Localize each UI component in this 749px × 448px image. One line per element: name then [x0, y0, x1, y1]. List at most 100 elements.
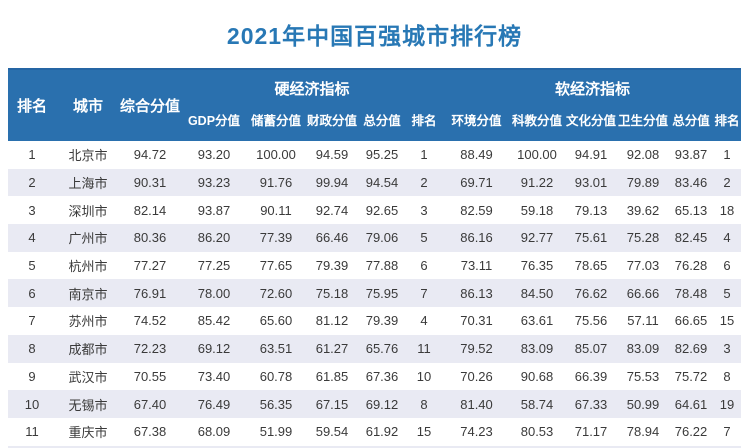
- table-cell: 75.72: [669, 362, 714, 391]
- table-cell: 68.09: [180, 417, 248, 446]
- table-cell: 2: [8, 168, 56, 197]
- table-cell: 2: [404, 168, 445, 197]
- table-cell: 7: [8, 307, 56, 335]
- table-cell: 90.68: [509, 362, 566, 391]
- table-cell: 6: [713, 251, 742, 280]
- table-cell: 93.23: [180, 168, 248, 197]
- table-cell: 67.38: [120, 417, 180, 446]
- table-cell: 75.56: [565, 307, 618, 335]
- table-cell: 11: [404, 334, 445, 363]
- table-cell: 66.39: [565, 362, 618, 391]
- table-cell: 76.28: [669, 251, 714, 280]
- table-cell: 92.08: [617, 141, 670, 169]
- table-row: 5 杭州市 77.27 77.25 77.65 79.39 77.88 6 73.11 76.35…: [8, 251, 742, 280]
- table-cell: 8: [8, 334, 56, 363]
- table-cell: 69.12: [180, 334, 248, 363]
- table-cell: 79.06: [360, 224, 404, 252]
- table-cell: 81.40: [444, 390, 510, 418]
- table-body: 1 北京市 94.72 93.20 100.00 94.59 95.25 1 88.49 100.…: [8, 141, 742, 448]
- table-cell: 64.61: [669, 390, 714, 418]
- table-cell: 重庆市: [56, 417, 120, 446]
- table-cell: 75.18: [304, 279, 360, 308]
- table-cell: 50.99: [617, 390, 670, 418]
- table-cell: 58.74: [509, 390, 566, 418]
- table-cell: 85.07: [565, 334, 618, 363]
- table-cell: 6: [8, 279, 56, 308]
- table-cell: 91.22: [509, 168, 566, 197]
- table-cell: 19: [713, 390, 742, 418]
- col-header-soft-total-score: 总分值: [669, 107, 714, 141]
- table-cell: 77.88: [360, 251, 404, 280]
- table-cell: 5: [713, 279, 742, 308]
- table-cell: 94.54: [360, 168, 404, 197]
- table-cell: 成都市: [56, 334, 120, 363]
- table-cell: 18: [713, 196, 742, 225]
- table-cell: 70.26: [444, 362, 510, 391]
- col-header-city: 城市: [56, 68, 120, 141]
- table-cell: 15: [404, 417, 445, 446]
- table-cell: 78.94: [617, 417, 670, 446]
- col-header-rank: 排名: [8, 68, 56, 141]
- table-row: 2 上海市 90.31 93.23 91.76 99.94 94.54 2 69.71 91.22…: [8, 168, 742, 197]
- table-cell: 79.13: [565, 196, 618, 225]
- table-cell: 61.85: [304, 362, 360, 391]
- table-cell: 80.53: [509, 417, 566, 446]
- table-cell: 83.46: [669, 168, 714, 197]
- table-cell: 苏州市: [56, 307, 120, 335]
- table-cell: 86.13: [444, 279, 510, 308]
- table-cell: 7: [713, 417, 742, 446]
- table-cell: 77.39: [248, 224, 304, 252]
- table-row-clipped: [8, 445, 742, 448]
- table-cell: 67.36: [360, 362, 404, 391]
- table-cell: 84.50: [509, 279, 566, 308]
- col-header-education-score: 科教分值: [509, 107, 566, 141]
- table-cell: 9: [8, 362, 56, 391]
- table-cell: 92.77: [509, 224, 566, 252]
- table-cell: 79.52: [444, 334, 510, 363]
- table-cell: 深圳市: [56, 196, 120, 225]
- table-cell: 77.65: [248, 251, 304, 280]
- table-cell: 80.36: [120, 224, 180, 252]
- table-cell: 85.42: [180, 307, 248, 335]
- table-cell: 3: [8, 196, 56, 225]
- table-cell: 3: [404, 196, 445, 225]
- table-cell: 6: [404, 251, 445, 280]
- table-cell: 100.00: [248, 141, 304, 169]
- table-cell: 76.49: [180, 390, 248, 418]
- table-cell: 100.00: [509, 141, 566, 169]
- table-cell: 39.62: [617, 196, 670, 225]
- table-cell: 63.51: [248, 334, 304, 363]
- table-cell: 69.71: [444, 168, 510, 197]
- table-cell: 93.87: [669, 141, 714, 169]
- table-cell: 75.53: [617, 362, 670, 391]
- table-cell: 15: [713, 307, 742, 335]
- table-row: 8 成都市 72.23 69.12 63.51 61.27 65.76 11 79.52 83.0…: [8, 334, 742, 363]
- table-cell: 57.11: [617, 307, 670, 335]
- table-cell: 73.40: [180, 362, 248, 391]
- col-header-hard-rank: 排名: [404, 107, 445, 141]
- table-cell: 74.23: [444, 417, 510, 446]
- table-cell: 75.95: [360, 279, 404, 308]
- table-cell: 3: [713, 334, 742, 363]
- table-cell: 65.60: [248, 307, 304, 335]
- table-cell: 65.76: [360, 334, 404, 363]
- table-cell: 90.11: [248, 196, 304, 225]
- group-header-hard-economy: 硬经济指标: [180, 68, 445, 107]
- table-cell: 10: [8, 390, 56, 418]
- header-sub-row: GDP分值 储蓄分值 财政分值 总分值 排名 环境分值 科教分值 文化分值 卫生…: [8, 107, 742, 141]
- table-cell: 63.61: [509, 307, 566, 335]
- table-cell: 94.91: [565, 141, 618, 169]
- table-cell: 75.28: [617, 224, 670, 252]
- col-header-soft-rank: 排名: [713, 107, 742, 141]
- table-cell: 4: [8, 224, 56, 252]
- table-row: 7 苏州市 74.52 85.42 65.60 81.12 79.39 4 70.31 63.61…: [8, 307, 742, 335]
- table-cell: 91.76: [248, 168, 304, 197]
- table-cell: 59.54: [304, 417, 360, 446]
- table-cell: 1: [404, 141, 445, 169]
- table-cell: 70.31: [444, 307, 510, 335]
- table-header: 排名 城市 综合分值 硬经济指标 软经济指标 GDP分值 储蓄分值 财政分值 总…: [8, 68, 742, 141]
- table-cell: 83.09: [617, 334, 670, 363]
- table-cell: 广州市: [56, 224, 120, 252]
- table-cell: 94.59: [304, 141, 360, 169]
- table-cell: 93.20: [180, 141, 248, 169]
